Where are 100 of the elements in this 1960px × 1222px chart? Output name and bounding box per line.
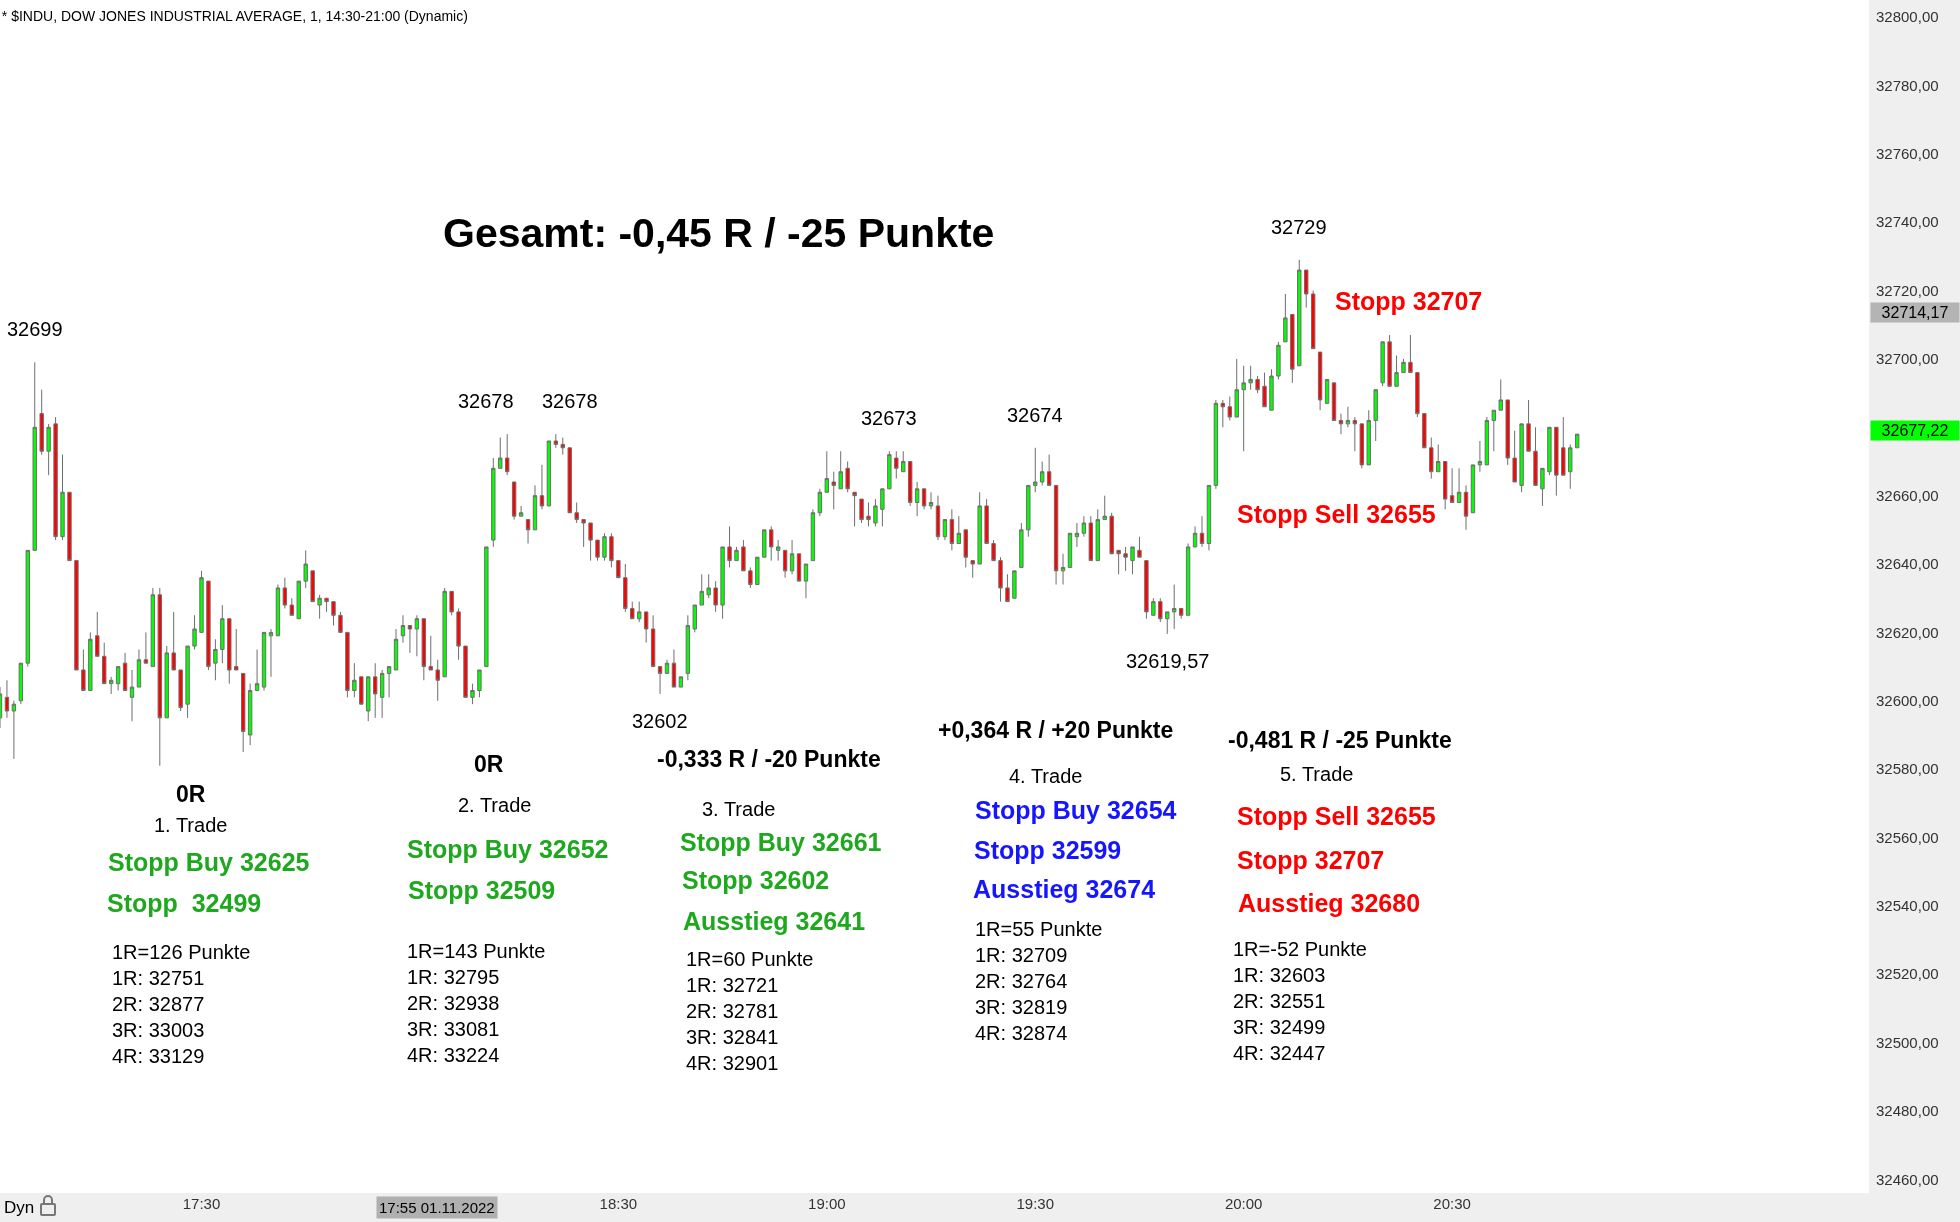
candlestick (873, 498, 878, 527)
annotation: Stopp Sell 32655 (1237, 500, 1436, 528)
candlestick (1151, 597, 1156, 616)
candlestick (102, 642, 107, 685)
candlestick (810, 508, 816, 562)
candlestick (317, 594, 322, 620)
candlestick (463, 645, 468, 698)
candlestick (914, 481, 920, 517)
candlestick (435, 659, 440, 702)
candlestick (1123, 546, 1128, 572)
candlestick (46, 423, 51, 476)
candlestick (171, 611, 176, 671)
candlestick (122, 652, 128, 691)
text: 17:55 01.11.2022 (379, 1199, 495, 1216)
candlestick (199, 570, 204, 633)
candlestick (164, 645, 169, 719)
annotation: Stopp 32509 (408, 876, 556, 904)
candlestick (998, 556, 1003, 603)
candlestick (67, 491, 72, 562)
candlestick (609, 532, 614, 568)
candlestick (838, 450, 843, 490)
candlestick (588, 522, 593, 562)
candlestick (1046, 454, 1052, 486)
candlestick (525, 519, 531, 545)
candlestick (1026, 484, 1031, 538)
candlestick (74, 560, 79, 671)
candlestick (1116, 549, 1121, 575)
y-tick-label: 32480,00 (1876, 1102, 1939, 1120)
candlestick (1213, 399, 1219, 490)
candlestick (192, 614, 197, 650)
candlestick (4, 679, 10, 719)
candlestick (1491, 409, 1497, 452)
annotation: 1. Trade (154, 814, 228, 836)
y-tick-label: 32540,00 (1876, 897, 1939, 915)
candlestick (386, 666, 392, 698)
candlestick (574, 502, 579, 524)
y-tick-label: 32560,00 (1876, 828, 1939, 846)
candlestick (970, 560, 975, 579)
y-tick-label: 32620,00 (1876, 623, 1939, 641)
candlestick (1540, 467, 1545, 507)
annotation: 0R (176, 781, 206, 807)
candlestick (1463, 484, 1469, 531)
annotation: 32602 (632, 710, 688, 732)
candlestick (727, 525, 732, 568)
candlestick (928, 491, 934, 510)
candlestick (942, 519, 948, 541)
candlestick (498, 437, 503, 469)
candlestick (748, 566, 753, 589)
candlestick (505, 433, 510, 476)
text: 32714,17 (1881, 304, 1949, 321)
candlestick (532, 484, 538, 531)
candlestick (240, 672, 246, 753)
candlestick (1366, 409, 1371, 466)
candlestick (1380, 341, 1385, 387)
candlestick (567, 447, 572, 514)
candlestick (275, 584, 281, 637)
candlestick (1137, 536, 1142, 558)
candlestick (657, 666, 663, 695)
candlestick (887, 450, 892, 490)
annotation: 1R=60 Punkte 1R: 32721 2R: 32781 3R: 32841 4R: 32901 (686, 948, 814, 1074)
candlestick (1477, 440, 1483, 473)
candlestick (366, 676, 371, 722)
y-tick-label: 32500,00 (1876, 1033, 1939, 1051)
y-tick-label: 32720,00 (1876, 281, 1939, 299)
candlestick (831, 471, 836, 510)
annotation: Stopp 32499 (107, 889, 262, 917)
candlestick (984, 498, 989, 545)
candlestick (1102, 495, 1107, 521)
candlestick (664, 659, 670, 674)
x-tick-label: 18:30 (599, 1195, 638, 1212)
candlestick (1498, 378, 1503, 411)
candlestick (1449, 467, 1455, 503)
candlestick (95, 611, 100, 657)
candlestick (1422, 413, 1427, 449)
candlestick (1067, 532, 1073, 568)
candlestick (407, 625, 413, 654)
candlestick (1276, 341, 1281, 380)
candlestick (1359, 423, 1364, 469)
candlestick (1512, 430, 1517, 483)
annotation: 32699 (7, 318, 63, 340)
candlestick (81, 648, 86, 691)
candlestick (539, 464, 545, 510)
candlestick (414, 614, 420, 657)
candlestick (692, 604, 697, 633)
candlestick (685, 614, 691, 681)
candlestick (1554, 426, 1559, 497)
candlestick (352, 662, 357, 698)
y-tick-label: 32600,00 (1876, 692, 1939, 710)
candlestick (1394, 355, 1399, 387)
candlestick (1456, 467, 1462, 503)
annotation: 1R=126 Punkte 1R: 32751 2R: 32877 3R: 33003 4R: 33129 (112, 941, 251, 1067)
y-tick-label: 32520,00 (1876, 965, 1939, 983)
y-tick-label: 32780,00 (1876, 76, 1939, 94)
candlestick (1220, 399, 1226, 428)
annotation: 4. Trade (1009, 765, 1083, 787)
candlestick (907, 460, 913, 507)
annotation: 2. Trade (458, 794, 532, 816)
candlestick (53, 416, 58, 541)
candlestick (1401, 358, 1406, 374)
candlestick (581, 519, 586, 548)
